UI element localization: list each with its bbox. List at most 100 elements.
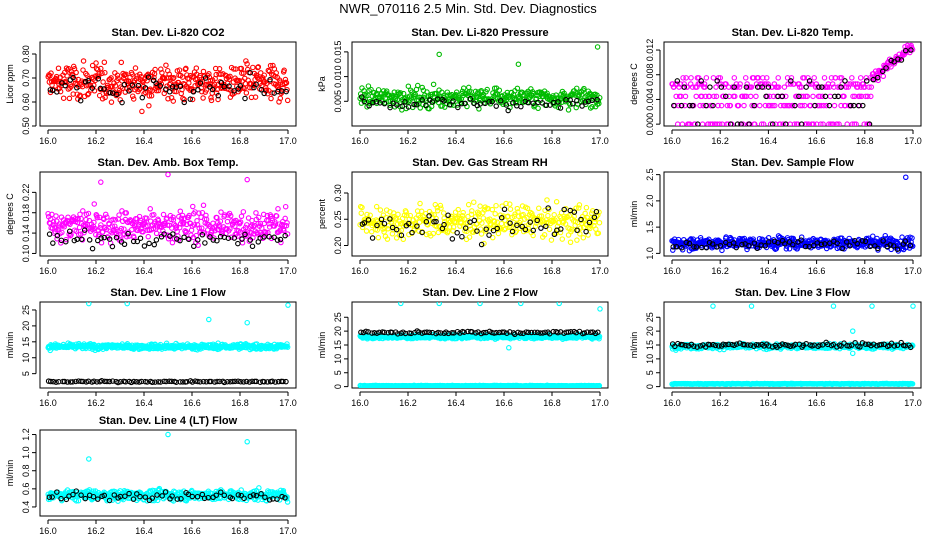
data-point-all	[546, 226, 553, 233]
data-point-selected	[703, 244, 710, 251]
data-point-selected	[231, 88, 237, 94]
data-point-selected	[703, 102, 709, 109]
data-point-all	[257, 220, 264, 227]
data-point-all	[89, 62, 96, 69]
data-point-selected	[107, 89, 113, 96]
data-point-all	[123, 210, 130, 216]
data-point-all	[735, 102, 742, 109]
data-point-all	[179, 74, 186, 80]
data-point-all	[408, 95, 414, 101]
data-point-all	[854, 81, 861, 87]
data-point-selected	[695, 121, 701, 126]
data-point-all	[720, 93, 727, 100]
data-point-all	[713, 84, 719, 90]
data-point-all	[114, 78, 120, 84]
data-point-selected	[280, 378, 286, 385]
data-point-all	[716, 121, 723, 126]
data-point-all	[404, 212, 410, 219]
data-point-selected	[738, 121, 744, 126]
data-point-selected	[467, 95, 474, 102]
data-point-all	[810, 93, 816, 100]
data-point-selected	[449, 330, 455, 336]
data-point-all	[556, 100, 562, 106]
data-point-all	[260, 235, 266, 242]
data-point-selected	[247, 69, 253, 76]
data-point-all	[501, 226, 508, 233]
data-point-selected	[136, 379, 143, 385]
data-point-selected	[85, 378, 92, 384]
data-point-all	[177, 208, 184, 214]
data-point-all	[844, 121, 850, 126]
data-point-selected	[419, 97, 425, 103]
data-point-selected	[197, 379, 203, 385]
data-point-selected	[864, 78, 870, 84]
data-point-selected	[46, 231, 53, 237]
data-point-all	[477, 203, 483, 209]
data-point-all	[513, 99, 520, 106]
data-point-all	[595, 230, 602, 236]
data-point-all	[217, 218, 224, 224]
y-tick-label: 2.5	[645, 168, 655, 181]
data-point-all	[684, 84, 690, 90]
y-tick-label: 0	[333, 384, 343, 389]
data-point-all	[513, 228, 520, 234]
outlier-point	[98, 179, 104, 185]
data-point-all	[503, 200, 509, 207]
data-point-selected	[570, 100, 576, 107]
data-point-selected	[574, 97, 580, 104]
data-point-selected	[283, 88, 289, 95]
data-point-all	[580, 234, 587, 241]
y-tick-label: 1.5	[645, 221, 655, 234]
x-tick-label: 16.4	[447, 266, 465, 276]
data-point-all	[118, 59, 125, 66]
data-point-all	[170, 98, 177, 104]
data-point-selected	[545, 205, 551, 211]
data-point-all	[227, 213, 234, 219]
data-point-selected	[531, 329, 538, 336]
data-point-selected	[589, 97, 595, 104]
data-point-selected	[898, 57, 905, 63]
data-point-selected	[879, 68, 886, 75]
points-layer	[45, 58, 291, 115]
data-point-all	[783, 93, 789, 100]
data-point-selected	[169, 84, 176, 90]
data-point-selected	[734, 121, 741, 126]
data-point-all	[767, 121, 774, 126]
data-point-selected	[225, 235, 232, 241]
data-point-selected	[409, 229, 415, 236]
data-point-selected	[493, 103, 499, 109]
data-point-selected	[802, 243, 809, 250]
data-point-all	[452, 209, 459, 215]
data-point-all	[108, 99, 115, 105]
data-point-all	[283, 222, 290, 229]
data-point-selected	[246, 379, 253, 385]
data-point-all	[475, 89, 481, 95]
data-point-all	[68, 83, 74, 90]
data-point-selected	[558, 226, 564, 232]
data-point-all	[469, 208, 475, 214]
data-point-all	[480, 215, 487, 221]
data-point-selected	[191, 243, 197, 249]
y-tick-label: 0.20	[333, 237, 343, 255]
y-tick-label: 5	[21, 371, 31, 376]
data-point-selected	[137, 235, 144, 241]
data-point-all	[550, 93, 556, 99]
data-point-selected	[673, 244, 680, 250]
data-point-selected	[231, 235, 238, 241]
data-point-selected	[693, 244, 700, 250]
data-point-all	[849, 121, 856, 126]
data-point-all	[780, 121, 786, 126]
data-point-selected	[195, 237, 201, 243]
data-point-selected	[534, 217, 540, 224]
data-point-selected	[847, 243, 853, 249]
data-point-all	[548, 237, 555, 243]
x-tick-label: 16.0	[663, 398, 681, 408]
y-tick-label: 15	[21, 337, 31, 347]
data-point-all	[75, 215, 81, 222]
data-point-all	[524, 205, 531, 212]
data-point-selected	[135, 82, 142, 89]
data-point-all	[558, 210, 565, 216]
y-tick-label: 25	[333, 312, 343, 322]
data-point-selected	[847, 102, 854, 109]
